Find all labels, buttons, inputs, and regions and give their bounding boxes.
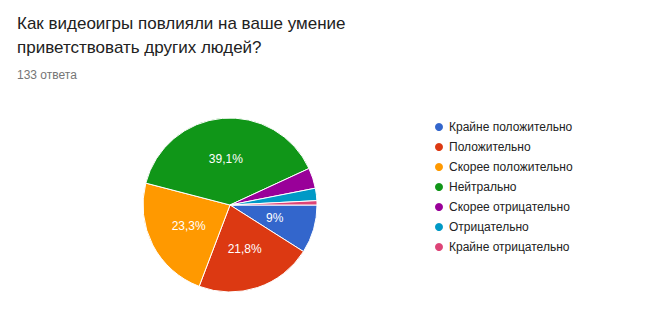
svg-text:23,3%: 23,3% bbox=[172, 219, 206, 233]
svg-text:приветствовать других людей?: приветствовать других людей? bbox=[17, 38, 262, 57]
svg-text:Как видеоигры повлияли на ваше: Как видеоигры повлияли на ваше умение bbox=[17, 14, 350, 33]
svg-text:Скорее отрицательно: Скорее отрицательно bbox=[449, 200, 570, 214]
svg-text:Отрицательно: Отрицательно bbox=[449, 220, 529, 234]
svg-text:Крайне положительно: Крайне положительно bbox=[449, 120, 573, 134]
svg-text:133 ответа: 133 ответа bbox=[17, 68, 77, 82]
svg-text:21,8%: 21,8% bbox=[228, 242, 262, 256]
svg-text:Положительно: Положительно bbox=[449, 140, 531, 154]
svg-text:39,1%: 39,1% bbox=[209, 152, 243, 166]
svg-text:Нейтрально: Нейтрально bbox=[449, 180, 517, 194]
svg-text:Скорее положительно: Скорее положительно bbox=[449, 160, 573, 174]
svg-text:9%: 9% bbox=[266, 211, 284, 225]
svg-text:Крайне отрицательно: Крайне отрицательно bbox=[449, 240, 570, 254]
